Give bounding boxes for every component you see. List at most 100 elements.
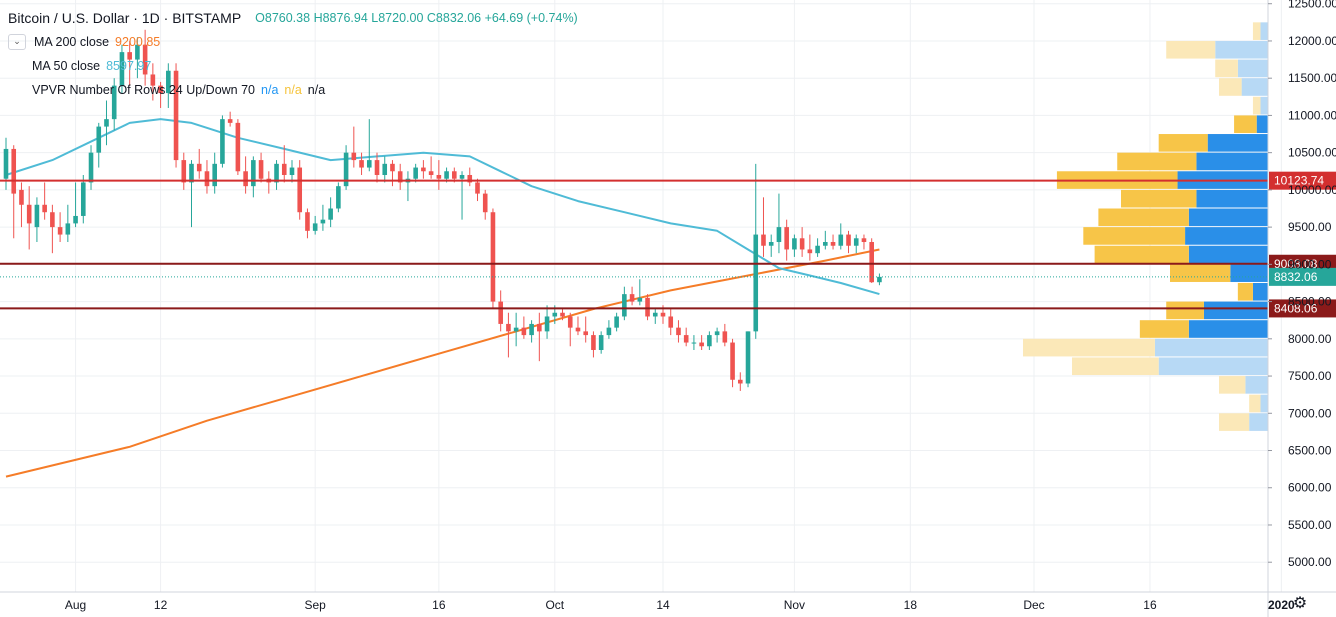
candle-body	[320, 219, 326, 224]
candle-body	[413, 167, 418, 179]
candle-body	[150, 74, 156, 86]
candle	[459, 171, 465, 220]
candle-body	[691, 342, 697, 344]
vpvr-down-bar	[1219, 376, 1246, 394]
vpvr-up-bar	[1252, 282, 1268, 301]
ma200-line-layer	[5, 248, 880, 478]
chevron-down-icon[interactable]: ⌄	[8, 34, 26, 50]
ma50-line-layer	[5, 118, 880, 296]
candle	[622, 286, 627, 321]
candle-body	[243, 171, 248, 187]
candle-body	[544, 316, 550, 332]
vpvr-down-bar	[1234, 115, 1257, 134]
candle	[668, 309, 674, 336]
candle-body	[614, 316, 619, 328]
candle	[869, 238, 874, 283]
vpvr-up-bar	[1154, 338, 1268, 357]
candle-body	[397, 171, 403, 183]
ma50-line	[5, 118, 880, 296]
candle	[173, 63, 179, 168]
candle	[142, 29, 148, 86]
candle	[730, 338, 735, 388]
candle-body	[135, 44, 140, 60]
indicator-ma50[interactable]: MA 50 close 8597.97	[8, 54, 578, 78]
ma200-line	[5, 248, 880, 478]
candle	[42, 182, 47, 220]
symbol-row: Bitcoin / U.S. Dollar · 1D · BITSTAMP O8…	[8, 6, 578, 30]
vpvr-up-bar	[1188, 320, 1268, 338]
price-tick-label: 9000.00	[1288, 257, 1332, 271]
candle-body	[537, 323, 542, 332]
candle	[521, 316, 527, 339]
candle	[351, 126, 357, 168]
candle	[374, 152, 380, 183]
vpvr-up-bar	[1230, 264, 1268, 282]
candle	[281, 145, 287, 183]
vpvr-up-bar	[1249, 413, 1268, 431]
time-tick-label: Dec	[1023, 598, 1044, 612]
candle	[57, 212, 63, 243]
candle-body	[823, 242, 828, 246]
gear-icon[interactable]: ⚙	[1292, 595, 1308, 612]
candle-body	[668, 316, 674, 328]
candle-body	[50, 212, 55, 228]
candle	[629, 286, 635, 306]
vpvr-up-bar	[1196, 152, 1268, 171]
price-level-label: 8832.06	[1274, 270, 1318, 284]
candle-body	[846, 234, 851, 246]
candle-body	[351, 152, 357, 161]
candle-body	[127, 52, 132, 60]
vpvr-down-bar	[1237, 282, 1253, 301]
symbol-title: Bitcoin / U.S. Dollar · 1D · BITSTAMP	[8, 6, 241, 30]
candle-body	[591, 335, 596, 350]
candle	[343, 145, 349, 190]
price-tick-label: 10000.00	[1288, 183, 1336, 197]
vpvr-label: VPVR Number Of Rows 24 Up/Down 70	[32, 83, 256, 97]
candle-body	[305, 212, 310, 231]
candle	[305, 208, 310, 239]
candle-body	[799, 238, 805, 250]
candle	[397, 163, 403, 190]
indicator-vpvr[interactable]: VPVR Number Of Rows 24 Up/Down 70 n/a n/…	[8, 78, 578, 102]
vpvr-down-bar	[1139, 320, 1189, 338]
candle	[421, 160, 426, 179]
vpvr-down-bar	[1219, 413, 1250, 431]
candle-body	[513, 327, 519, 332]
candle-body	[637, 297, 643, 302]
close-value: C8832.06	[426, 11, 482, 25]
grid	[0, 0, 1282, 592]
ma200-label: MA 200 close	[34, 35, 110, 49]
vpvr-down-bar	[1252, 96, 1261, 115]
candle	[830, 234, 836, 250]
candle-body	[529, 323, 534, 336]
candle-body	[838, 234, 844, 246]
candle	[853, 234, 859, 254]
candle-body	[830, 242, 836, 246]
candle	[336, 182, 341, 213]
candle-body	[452, 171, 457, 179]
candle-body	[428, 171, 434, 175]
candle	[498, 290, 503, 332]
candle	[699, 335, 704, 350]
candle	[181, 152, 187, 190]
low-value: L8720.00	[371, 11, 424, 25]
price-level-label: 8408.06	[1274, 301, 1318, 315]
candle-body	[869, 242, 874, 283]
price-tick-label: 11500.00	[1288, 71, 1336, 85]
candle	[583, 316, 589, 343]
candle	[158, 81, 163, 108]
candle	[823, 230, 828, 250]
candle	[204, 160, 210, 194]
vpvr-up-bar	[1188, 245, 1268, 264]
indicator-ma200[interactable]: ⌄ MA 200 close 9200.85	[8, 30, 578, 54]
candle-body	[220, 119, 225, 164]
candle-body	[258, 160, 264, 179]
candle-body	[792, 238, 797, 250]
candle-body	[853, 238, 859, 246]
candle-body	[336, 186, 341, 209]
candle-body	[861, 238, 867, 243]
candle-body	[119, 52, 125, 86]
candle-body	[506, 323, 511, 332]
candle-body	[722, 331, 728, 343]
